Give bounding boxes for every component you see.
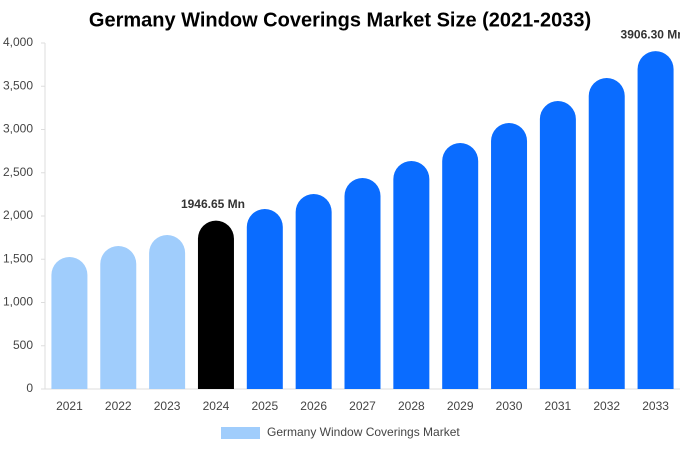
bar — [588, 78, 625, 389]
y-tick-label: 2,500 — [3, 165, 33, 179]
y-tick-label: 1,000 — [3, 295, 33, 309]
chart-title: Germany Window Coverings Market Size (20… — [89, 9, 591, 31]
legend-swatch — [221, 427, 260, 439]
x-tick-label: 2022 — [105, 399, 132, 413]
x-tick-label: 2021 — [56, 399, 83, 413]
bar — [295, 194, 332, 389]
x-tick-label: 2032 — [593, 399, 620, 413]
legend-label: Germany Window Coverings Market — [267, 425, 460, 439]
x-tick-label: 2025 — [251, 399, 278, 413]
y-tick-label: 0 — [26, 381, 33, 395]
bar — [149, 235, 186, 389]
bar — [393, 160, 430, 389]
x-tick-label: 2027 — [349, 399, 376, 413]
x-tick-label: 2024 — [203, 399, 230, 413]
x-tick-label: 2028 — [398, 399, 425, 413]
y-tick-label: 3,500 — [3, 78, 33, 92]
value-label: 3906.30 Mn — [621, 27, 680, 41]
bar — [539, 101, 576, 389]
x-tick-label: 2033 — [642, 399, 669, 413]
bar — [246, 209, 283, 389]
y-tick-label: 4,000 — [3, 35, 33, 49]
y-tick-label: 1,500 — [3, 251, 33, 265]
bar — [442, 142, 479, 389]
x-tick-label: 2031 — [545, 399, 572, 413]
x-tick-label: 2023 — [154, 399, 181, 413]
y-tick-label: 500 — [13, 338, 33, 352]
bar — [637, 51, 674, 390]
bar — [197, 220, 234, 389]
bar — [344, 178, 381, 389]
bar — [100, 246, 137, 389]
bar — [491, 123, 528, 389]
y-tick-label: 2,000 — [3, 208, 33, 222]
x-tick-label: 2026 — [300, 399, 327, 413]
bar — [51, 257, 88, 389]
value-label: 1946.65 Mn — [181, 197, 245, 211]
x-tick-label: 2029 — [447, 399, 474, 413]
x-tick-label: 2030 — [496, 399, 523, 413]
y-tick-label: 3,000 — [3, 122, 33, 136]
